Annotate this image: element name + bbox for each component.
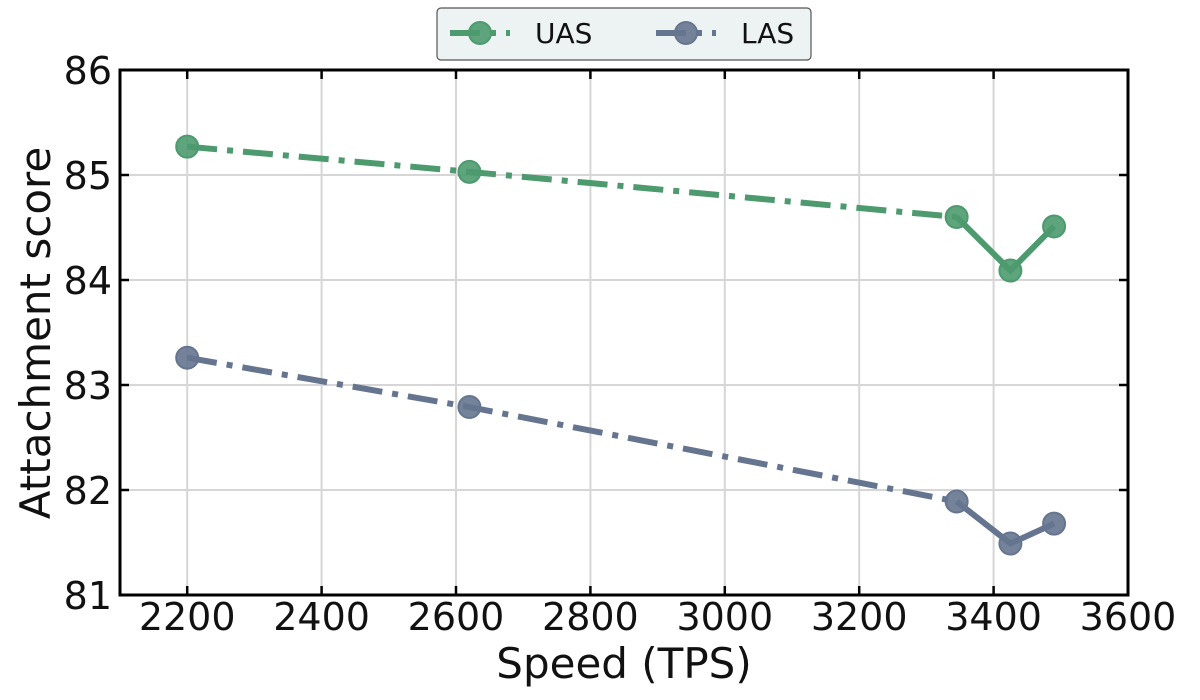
legend-box [436,7,812,61]
series-uas-point [944,205,969,229]
x-tick-label: 2400 [273,595,370,639]
y-tick-label: 81 [64,574,112,618]
y-tick-label: 84 [64,259,112,303]
tick-labels: 2200 2400 2600 2800 3000 3200 3400 3600 81 82 83 84… [64,49,1177,639]
x-tick-label: 3000 [676,595,773,639]
series-las-point [998,531,1023,556]
y-tick-label: 82 [64,469,112,513]
legend-label-las: LAS [741,17,794,50]
series-las-line [186,354,958,505]
legend-marker-uas [468,21,492,45]
y-tick-label: 83 [64,364,112,408]
legend-entries: UAS LAS [450,17,794,50]
legend-marker-las [674,21,698,45]
series-uas-point [998,258,1023,283]
series-uas-point [457,159,482,184]
x-tick-label: 3200 [811,595,908,639]
series-uas [175,134,1067,283]
x-tick-label: 3400 [945,595,1042,639]
series-las-point [175,345,200,370]
x-tick-label: 2200 [139,595,236,639]
series-las-point [457,395,482,420]
legend-item-uas: UAS [450,17,592,50]
x-tick-label: 3600 [1080,595,1177,639]
series-uas-point [1042,214,1067,239]
plot-frame [118,68,1130,597]
x-axis-title: Speed (TPS) [496,639,751,688]
series-las [175,345,1067,556]
legend: UAS LAS [436,7,812,61]
x-tick-label: 2600 [408,595,505,639]
x-tick-label: 2800 [542,595,639,639]
series-las-point [944,489,969,514]
ticks [120,68,1130,597]
legend-item-las: LAS [656,17,794,50]
series-uas-point [175,134,200,159]
legend-label-uas: UAS [535,17,592,50]
y-tick-label: 86 [64,49,112,93]
y-tick-label: 85 [64,154,112,198]
y-axis-title: Attachment score [11,147,60,519]
series-las-point [1042,511,1067,536]
series-layer [175,134,1067,556]
series-uas-line [186,143,957,220]
